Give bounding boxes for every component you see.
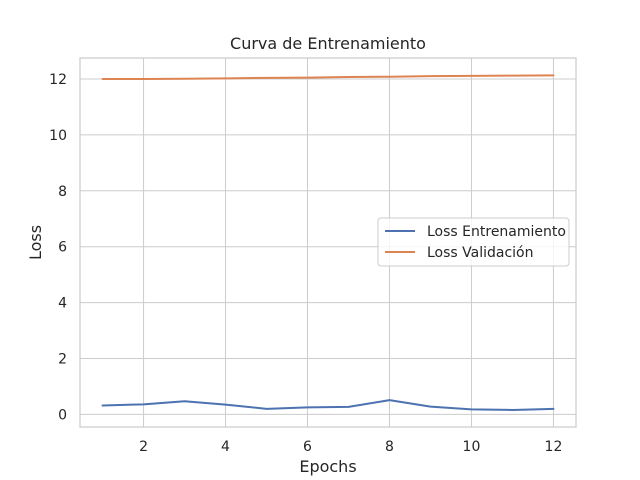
legend-label-loss-validacion: Loss Validación: [427, 245, 534, 261]
tick-labels: 2 4 6 8 10 12 0 2 4 6 8 10 12: [49, 72, 562, 455]
y-tick-label-4: 4: [58, 296, 67, 312]
y-tick-label-10: 10: [49, 128, 67, 144]
x-tick-label-12: 12: [545, 439, 563, 455]
y-tick-label-0: 0: [58, 407, 67, 423]
plot-frame: [79, 57, 577, 428]
x-tick-label-6: 6: [303, 439, 312, 455]
legend: Loss Entrenamiento Loss Validación: [377, 217, 570, 267]
y-tick-label-6: 6: [58, 240, 67, 256]
legend-label-loss-entrenamiento: Loss Entrenamiento: [427, 224, 566, 240]
y-tick-label-2: 2: [58, 352, 67, 368]
x-axis-label: Epochs: [299, 457, 356, 476]
y-axis-label: Loss: [26, 225, 45, 260]
y-tick-label-12: 12: [49, 72, 67, 88]
x-tick-label-10: 10: [463, 439, 481, 455]
legend-box: [377, 217, 570, 267]
chart-title: Curva de Entrenamiento: [230, 34, 426, 53]
x-tick-label-2: 2: [139, 439, 148, 455]
x-tick-label-4: 4: [221, 439, 230, 455]
series-line-loss-entrenamiento: [101, 399, 555, 411]
series-line-loss-validacion: [101, 74, 555, 80]
series-lines: [101, 74, 555, 411]
y-tick-label-8: 8: [58, 184, 67, 200]
x-tick-label-8: 8: [385, 439, 394, 455]
